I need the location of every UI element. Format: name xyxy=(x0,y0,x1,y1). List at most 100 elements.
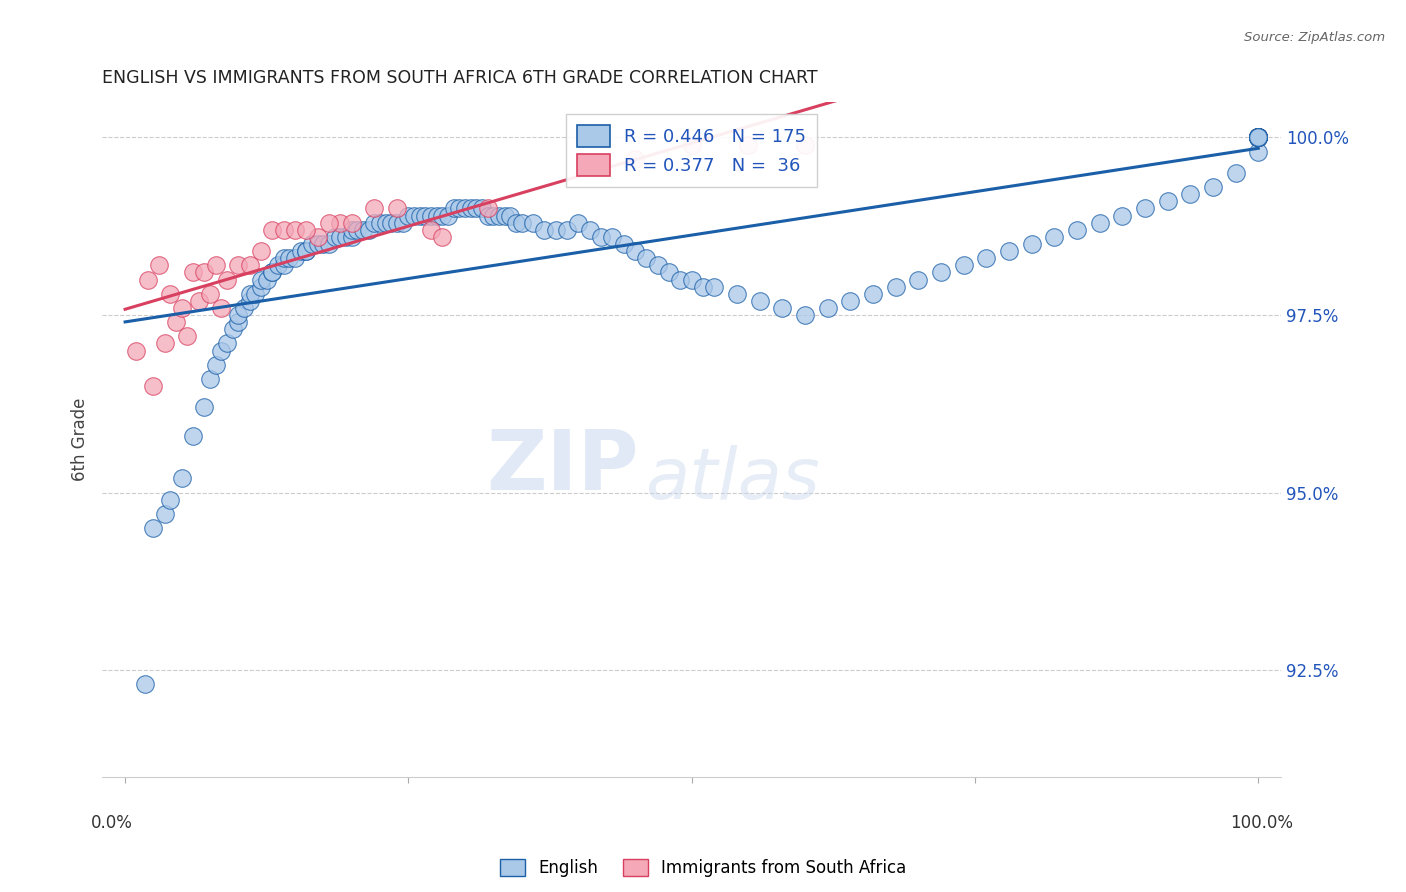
Point xyxy=(385,216,408,230)
Point xyxy=(624,152,647,166)
Point xyxy=(1111,209,1133,223)
Point xyxy=(794,137,817,152)
Point xyxy=(1247,130,1270,145)
Point xyxy=(725,286,748,301)
Point xyxy=(204,258,226,272)
Point xyxy=(323,230,346,244)
Point xyxy=(1247,130,1270,145)
Point xyxy=(1247,130,1270,145)
Point xyxy=(1088,216,1111,230)
Point xyxy=(1247,130,1270,145)
Point xyxy=(1247,130,1270,145)
Point xyxy=(142,521,165,535)
Point xyxy=(159,492,181,507)
Point xyxy=(233,301,256,315)
Point xyxy=(363,216,385,230)
Point xyxy=(1247,130,1270,145)
Point xyxy=(391,216,413,230)
Point xyxy=(488,209,510,223)
Point xyxy=(1247,130,1270,145)
Point xyxy=(1247,130,1270,145)
Point xyxy=(262,223,284,237)
Point xyxy=(692,279,714,293)
Point xyxy=(1247,130,1270,145)
Point xyxy=(602,230,624,244)
Point xyxy=(1247,130,1270,145)
Point xyxy=(256,272,278,286)
Point xyxy=(544,223,567,237)
Point xyxy=(432,209,454,223)
Point xyxy=(1247,130,1270,145)
Point xyxy=(681,272,703,286)
Point xyxy=(1021,237,1043,252)
Point xyxy=(181,429,204,443)
Y-axis label: 6th Grade: 6th Grade xyxy=(72,398,89,481)
Point xyxy=(533,223,555,237)
Point xyxy=(1247,130,1270,145)
Point xyxy=(499,209,522,223)
Point xyxy=(153,507,176,521)
Point xyxy=(290,244,312,259)
Point xyxy=(204,358,226,372)
Point xyxy=(794,308,817,322)
Point xyxy=(329,216,352,230)
Point xyxy=(262,265,284,279)
Point xyxy=(209,301,232,315)
Point xyxy=(1156,194,1178,209)
Point xyxy=(340,230,363,244)
Point xyxy=(477,202,499,216)
Point xyxy=(318,237,340,252)
Point xyxy=(589,230,612,244)
Point xyxy=(193,401,215,415)
Point xyxy=(1247,130,1270,145)
Text: 0.0%: 0.0% xyxy=(90,814,132,831)
Point xyxy=(477,209,499,223)
Point xyxy=(278,251,301,265)
Point xyxy=(357,223,380,237)
Point xyxy=(335,230,357,244)
Point xyxy=(1225,166,1247,180)
Point xyxy=(669,272,692,286)
Point xyxy=(239,293,262,308)
Point xyxy=(998,244,1021,259)
Point xyxy=(929,265,952,279)
Point xyxy=(396,209,419,223)
Point xyxy=(1247,130,1270,145)
Point xyxy=(1247,130,1270,145)
Point xyxy=(125,343,148,358)
Point xyxy=(1247,130,1270,145)
Point xyxy=(420,223,443,237)
Point xyxy=(312,237,335,252)
Text: 100.0%: 100.0% xyxy=(1230,814,1292,831)
Point xyxy=(385,202,408,216)
Point xyxy=(1247,130,1270,145)
Point xyxy=(239,286,262,301)
Point xyxy=(703,279,725,293)
Point xyxy=(437,209,460,223)
Point xyxy=(262,265,284,279)
Point xyxy=(1247,130,1270,145)
Point xyxy=(817,301,839,315)
Point xyxy=(1247,130,1270,145)
Point xyxy=(1247,130,1270,145)
Point xyxy=(1247,130,1270,145)
Point xyxy=(1247,130,1270,145)
Point xyxy=(494,209,516,223)
Point xyxy=(307,230,329,244)
Point xyxy=(340,223,363,237)
Point xyxy=(318,216,340,230)
Point xyxy=(1247,130,1270,145)
Point xyxy=(907,272,929,286)
Point xyxy=(250,244,273,259)
Point xyxy=(1247,130,1270,145)
Point xyxy=(368,216,391,230)
Point xyxy=(267,258,290,272)
Point xyxy=(142,379,165,393)
Point xyxy=(1247,130,1270,145)
Point xyxy=(770,301,793,315)
Point xyxy=(748,293,770,308)
Point xyxy=(1247,130,1270,145)
Point xyxy=(301,237,323,252)
Point xyxy=(420,209,443,223)
Point xyxy=(1247,130,1270,145)
